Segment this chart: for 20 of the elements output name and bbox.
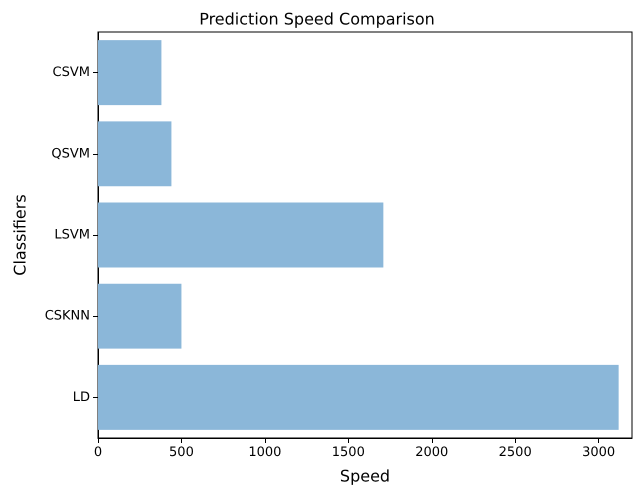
y-tick-label: LSVM (54, 228, 90, 242)
x-tick-label: 3000 (582, 445, 616, 460)
chart-title: Prediction Speed Comparison (199, 10, 435, 28)
x-axis-title: Speed (340, 466, 390, 486)
x-tick-label: 2500 (498, 445, 532, 460)
bar (98, 40, 162, 106)
y-tick-label: LD (72, 390, 90, 405)
y-tick-label: QSVM (51, 146, 90, 162)
x-tick-label: 1000 (248, 445, 282, 460)
y-tick-label: CSKNN (44, 308, 90, 324)
y-axis-title: Classifiers (10, 194, 30, 276)
bar (98, 202, 384, 268)
x-tick-label: 500 (169, 445, 194, 460)
bar (98, 284, 182, 349)
x-tick-label: 0 (94, 445, 102, 460)
y-tick-label: CSVM (52, 65, 90, 80)
x-tick-label: 1500 (332, 445, 365, 460)
bar (98, 364, 619, 430)
x-tick-label: 2000 (415, 445, 448, 460)
bar (98, 121, 172, 186)
